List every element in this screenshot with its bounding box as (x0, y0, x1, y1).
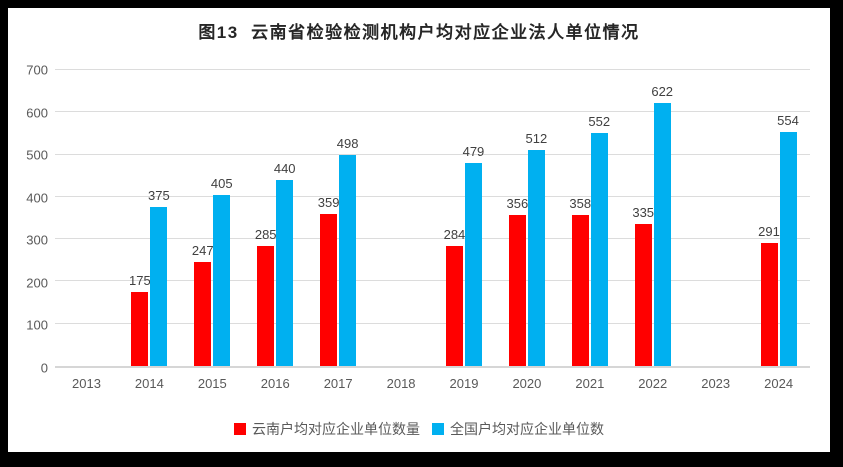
bar-value-label: 554 (777, 112, 799, 128)
bar-value-label: 285 (254, 226, 277, 242)
bar-group-2019: 284 479 (433, 70, 496, 366)
bar-value-label: 512 (525, 130, 548, 146)
bar-2015-云南户均对应企业单位数量: 247 (192, 243, 214, 366)
bar-2019-全国户均对应企业单位数: 479 (463, 144, 484, 366)
bar-2020-云南户均对应企业单位数量: 356 (507, 196, 528, 366)
x-tick-label-2015: 2015 (197, 376, 227, 391)
bar-group-2023 (684, 70, 747, 366)
bar-2016-全国户均对应企业单位数: 440 (274, 161, 296, 366)
x-tick-label-2013: 2013 (72, 376, 101, 391)
bar-value-label: 358 (569, 195, 592, 211)
bar-value-label: 375 (148, 188, 170, 204)
bar-group-2021: 358 552 (558, 70, 621, 366)
bar-2019-云南户均对应企业单位数量: 284 (444, 227, 465, 366)
y-tick-label-700: 700 (26, 62, 48, 78)
bar-value-label: 479 (462, 144, 485, 160)
legend-label: 全国户均对应企业单位数 (450, 421, 604, 437)
x-tick-label-2023: 2023 (701, 376, 731, 391)
bar-group-2013 (55, 70, 118, 366)
bar-value-label: 356 (506, 196, 529, 212)
bar-2017-云南户均对应企业单位数量: 359 (318, 195, 339, 366)
y-axis: 0 100 200 300 400 500 600 700 (8, 63, 48, 376)
y-tick-label-500: 500 (26, 147, 48, 163)
gridline-400 (55, 195, 810, 197)
bar-group-2018 (370, 70, 433, 366)
bar-2014-云南户均对应企业单位数量: 175 (129, 273, 151, 366)
y-tick-label-300: 300 (26, 232, 48, 248)
bar-group-2020: 356 512 (495, 70, 558, 366)
chart-title: 图13 云南省检验检测机构户均对应企业法人单位情况 (198, 23, 640, 42)
bar-value-label: 622 (651, 83, 674, 99)
x-tick-label-2017: 2017 (323, 376, 353, 391)
bar-value-label: 552 (588, 113, 611, 129)
gridline-500 (55, 153, 810, 155)
bar-value-label: 440 (273, 160, 296, 176)
bar-group-2024: 291 554 (747, 70, 810, 366)
x-tick-label-2014: 2014 (134, 376, 164, 391)
bar-value-label: 359 (317, 195, 340, 211)
bar-value-label: 335 (632, 205, 655, 221)
bar-2020-全国户均对应企业单位数: 512 (526, 131, 547, 366)
bar-2017-全国户均对应企业单位数: 498 (337, 136, 358, 366)
legend-swatch-icon (234, 423, 246, 435)
bar-value-label: 291 (758, 223, 780, 239)
bar-value-label: 498 (336, 136, 359, 152)
y-tick-label-0: 0 (40, 360, 48, 376)
bar-2024-全国户均对应企业单位数: 554 (777, 113, 799, 366)
y-tick-label-400: 400 (26, 190, 48, 206)
bar-value-label: 247 (191, 242, 214, 258)
gridline-200 (55, 280, 810, 282)
legend: 云南户均对应企业单位数量 全国户均对应企业单位数 (8, 419, 830, 439)
bar-2024-云南户均对应企业单位数量: 291 (758, 224, 780, 366)
legend-item: 云南户均对应企业单位数量 (234, 419, 420, 439)
bar-group-2022: 335 622 (621, 70, 684, 366)
gridline-300 (55, 238, 810, 240)
x-axis: 2013 2014 2015 2016 2017 2018 2019 2020 2021 2022… (55, 376, 810, 391)
bar-2014-全国户均对应企业单位数: 375 (148, 188, 170, 366)
bar-group-2014: 175 375 (118, 70, 181, 366)
legend-label: 云南户均对应企业单位数量 (252, 421, 420, 437)
x-tick-label-2019: 2019 (449, 376, 479, 391)
legend-item: 全国户均对应企业单位数 (432, 419, 604, 439)
x-tick-label-2016: 2016 (260, 376, 290, 391)
y-tick-label-100: 100 (26, 317, 48, 333)
x-tick-label-2022: 2022 (638, 376, 668, 391)
x-tick-label-2024: 2024 (764, 376, 794, 391)
x-tick-label-2021: 2021 (575, 376, 605, 391)
plot-area: 175 375 247 405 285 440 359 498 284 479 356 512 358 5… (55, 69, 810, 368)
bar-group-2016: 285 440 (244, 70, 307, 366)
chart-panel: 图13 云南省检验检测机构户均对应企业法人单位情况 0 100 200 300 400 5… (8, 8, 830, 452)
gridline-100 (55, 322, 810, 324)
bar-2021-云南户均对应企业单位数量: 358 (569, 196, 591, 366)
x-tick-label-2020: 2020 (512, 376, 542, 391)
bar-2022-云南户均对应企业单位数量: 335 (632, 205, 654, 366)
bar-group-2017: 359 498 (307, 70, 370, 366)
bar-value-label: 284 (443, 226, 466, 242)
gridline-700 (55, 69, 810, 70)
y-tick-label-200: 200 (26, 275, 48, 291)
y-tick-label-600: 600 (26, 105, 48, 121)
x-tick-label-2018: 2018 (386, 376, 416, 391)
bar-2015-全国户均对应企业单位数: 405 (211, 176, 233, 366)
bar-2022-全国户均对应企业单位数: 622 (651, 84, 673, 366)
bar-group-2015: 247 405 (181, 70, 244, 366)
bar-2016-云南户均对应企业单位数量: 285 (255, 227, 277, 366)
bar-value-label: 175 (129, 273, 151, 288)
bar-2021-全国户均对应企业单位数: 552 (588, 114, 610, 366)
legend-swatch-icon (432, 423, 444, 435)
bar-value-label: 405 (210, 175, 233, 191)
gridline-600 (55, 111, 810, 113)
